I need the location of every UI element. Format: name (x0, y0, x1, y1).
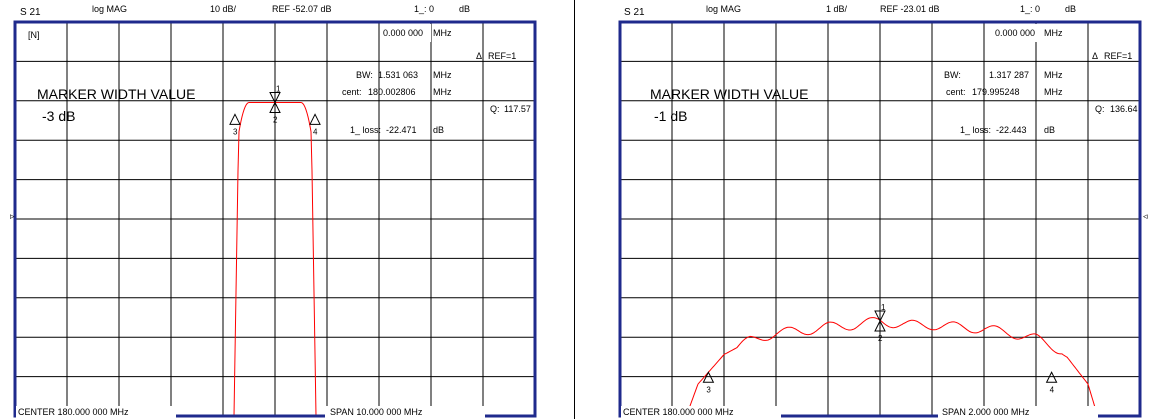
ref-eq-right: REF=1 (1104, 51, 1132, 61)
q-label-left: Q: (490, 104, 500, 114)
q-label-right: Q: (1095, 104, 1105, 114)
format-label-left: log MAG (92, 4, 127, 14)
marker-triangle (269, 101, 281, 113)
ref-delta-icon-right: Δ (1092, 51, 1098, 61)
footer-span-right: SPAN 2.000 000 MHz (942, 407, 1030, 417)
bw-label-right: BW: (944, 70, 961, 80)
annotation-value-left: -3 dB (42, 108, 75, 124)
annotation-title-right: MARKER WIDTH VALUE (650, 86, 808, 102)
q-value-left: 117.57 (504, 104, 531, 114)
marker-label: 1 (276, 84, 281, 93)
marker-triangle (269, 91, 281, 104)
marker-label: 2 (273, 115, 278, 124)
footer-bg-span-right (938, 406, 1098, 418)
footer-bg-center-left (16, 406, 176, 418)
marker-freq-left: 0.000 000 (383, 28, 423, 38)
chart-panel-left: 1 2 3 4 S 21 log MAG 10 dB/ REF -52.07 dB 1… (0, 0, 560, 419)
scale-label-left: 10 dB/ (210, 4, 237, 14)
marker-freq-unit-left: MHz (433, 28, 452, 38)
cent-unit-right: MHz (1044, 87, 1063, 97)
marker-triangle (702, 371, 715, 383)
loss-label-left: 1_ loss: (350, 125, 381, 135)
left-edge-marker-icon: ▹ (10, 211, 15, 221)
ref-eq-left: REF=1 (488, 51, 516, 61)
marker-triangle (229, 113, 241, 125)
marker-label: 1 (881, 303, 886, 312)
annotation-value-right: -1 dB (654, 108, 687, 124)
bw-value-right: 1.317 287 (989, 70, 1029, 80)
marker-label-left: 1_: 0 (414, 4, 434, 14)
cent-label-right: cent: (946, 87, 966, 97)
marker-label: 2 (878, 334, 883, 343)
marker-2: 2 (269, 101, 281, 124)
bw-unit-left: MHz (433, 70, 452, 80)
marker-label: 4 (1050, 385, 1055, 394)
param-label-right: S 21 (624, 7, 645, 18)
corner-box-left: [N] (28, 30, 40, 40)
format-label-right: log MAG (706, 4, 741, 14)
loss-value-right: -22.443 (996, 125, 1027, 135)
loss-unit-right: dB (1044, 125, 1055, 135)
chart-panel-right: 1 2 3 4 S 21 log MAG 1 dB/ REF -23.01 dB 1_… (598, 0, 1158, 419)
marker-label: 3 (233, 127, 238, 136)
marker-unit-right: dB (1065, 4, 1076, 14)
markers-left: 1 2 3 4 (229, 84, 321, 136)
grid-right (620, 22, 1140, 416)
marker-freq-right: 0.000 000 (995, 28, 1035, 38)
marker-triangle (874, 310, 886, 323)
cent-value-left: 180.002806 (368, 87, 416, 97)
scale-label-right: 1 dB/ (826, 4, 848, 14)
right-edge-marker-icon: ◃ (1143, 211, 1148, 221)
footer-center-right: CENTER 180.000 000 MHz (623, 407, 734, 417)
footer-center-left: CENTER 180.000 000 MHz (18, 407, 129, 417)
marker-3: 3 (702, 371, 715, 394)
marker-triangle (1045, 371, 1058, 383)
panel-divider (574, 0, 575, 419)
cent-label-left: cent: (342, 87, 362, 97)
marker-4: 4 (1045, 371, 1058, 394)
cent-value-right: 179.995248 (972, 87, 1020, 97)
ref-label-left: REF -52.07 dB (272, 4, 332, 14)
chart-left: 1 2 3 4 S 21 log MAG 10 dB/ REF -52.07 dB 1… (10, 4, 537, 418)
bw-value-left: 1.531 063 (378, 70, 418, 80)
q-value-right: 136.64 (1110, 104, 1138, 114)
chart-right: 1 2 3 4 S 21 log MAG 1 dB/ REF -23.01 dB 1_… (618, 4, 1148, 418)
markers-right: 1 2 3 4 (702, 303, 1058, 394)
marker-unit-left: dB (459, 4, 470, 14)
footer-bg-center-right (621, 406, 781, 418)
marker-triangle (874, 319, 886, 332)
marker-label-right: 1_: 0 (1020, 4, 1040, 14)
readout-box-left (380, 24, 431, 42)
marker-3: 3 (229, 113, 241, 136)
loss-value-left: -22.471 (386, 125, 417, 135)
footer-span-left: SPAN 10.000 000 MHz (330, 407, 423, 417)
param-label-left: S 21 (20, 7, 41, 18)
marker-triangle (309, 113, 321, 125)
annotation-title-left: MARKER WIDTH VALUE (37, 86, 195, 102)
marker-label: 4 (313, 127, 318, 136)
marker-2: 2 (874, 319, 886, 343)
loss-unit-left: dB (433, 125, 444, 135)
grid-left (15, 22, 535, 416)
marker-freq-unit-right: MHz (1044, 28, 1063, 38)
marker-1: 1 (874, 303, 886, 323)
ref-delta-icon-left: Δ (476, 51, 482, 61)
bw-unit-right: MHz (1044, 70, 1063, 80)
marker-label: 3 (706, 385, 711, 394)
footer-bg-span-left (325, 406, 485, 418)
bw-label-left: BW: (356, 70, 373, 80)
marker-1: 1 (269, 84, 281, 104)
marker-4: 4 (309, 113, 321, 136)
readout-box-right (992, 24, 1042, 42)
plot-frame-right (618, 20, 1142, 418)
ref-label-right: REF -23.01 dB (880, 4, 940, 14)
cent-unit-left: MHz (433, 87, 452, 97)
loss-label-right: 1_ loss: (960, 125, 991, 135)
plot-frame-left (13, 20, 537, 418)
